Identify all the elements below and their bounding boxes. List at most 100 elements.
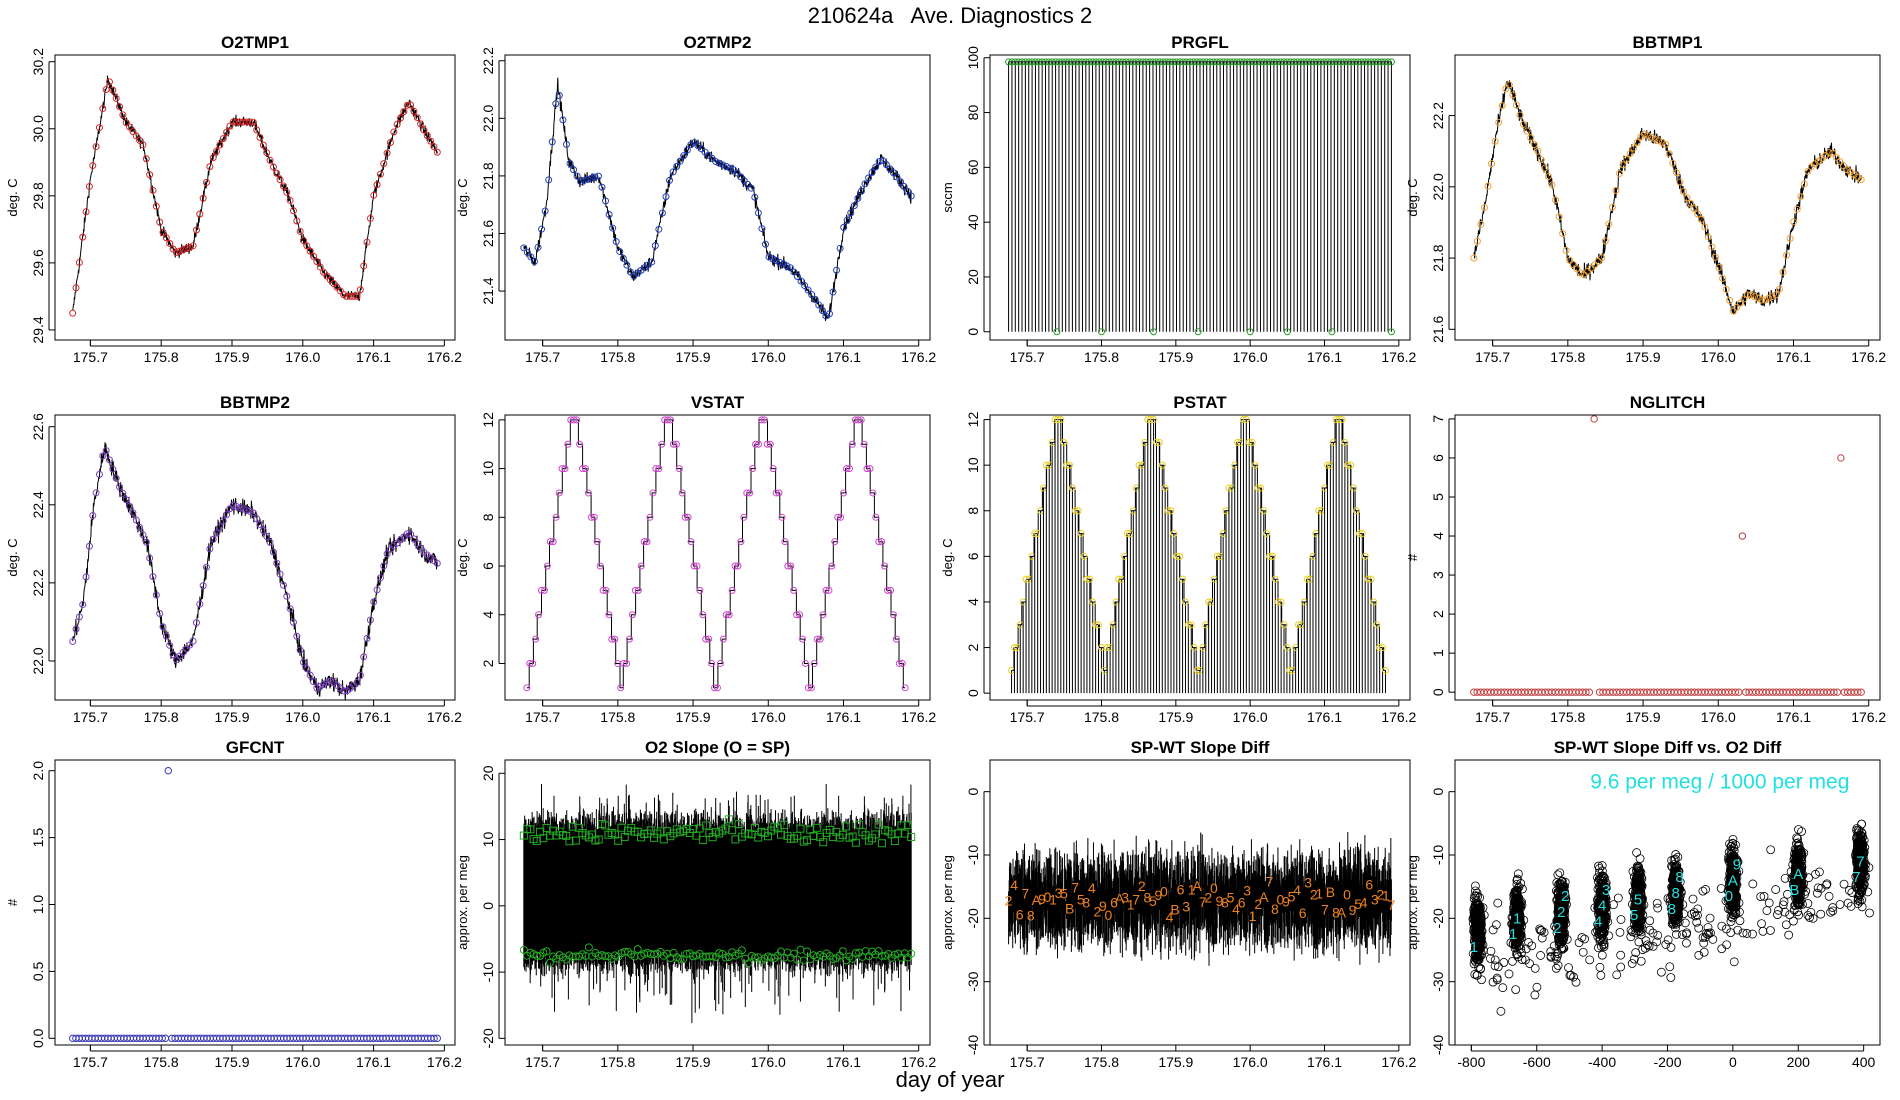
data-point [289, 207, 297, 215]
data-point [840, 223, 848, 231]
x-tick-label: 175.7 [1475, 349, 1510, 365]
data-point [784, 562, 792, 570]
data-point [343, 292, 351, 300]
data-point [236, 504, 244, 512]
data-point [1470, 891, 1480, 901]
data-point [1687, 199, 1695, 207]
data-point [744, 180, 752, 188]
data-point [256, 133, 264, 141]
square-point [526, 825, 535, 834]
data-point [206, 163, 214, 171]
x-tick-label: 175.8 [1084, 349, 1119, 365]
x-tick-label: 175.7 [73, 349, 108, 365]
x-tick-label: 175.9 [1626, 709, 1661, 725]
data-point [390, 128, 398, 136]
x-tick-label: 176.2 [1381, 709, 1416, 725]
data-point [1804, 167, 1812, 175]
data-point [1534, 147, 1542, 155]
point-label: B [1170, 901, 1179, 917]
data-point [897, 178, 905, 186]
point-label: 2 [1005, 892, 1013, 908]
x-tick-label: 175.8 [144, 1054, 179, 1070]
data-point [781, 538, 789, 546]
data-point [549, 538, 557, 546]
x-tick-label: 175.7 [525, 1054, 560, 1070]
data-point [837, 513, 845, 521]
data-point [1743, 291, 1751, 299]
x-tick-label: 175.8 [1550, 349, 1585, 365]
data-point [1352, 507, 1360, 515]
data-point [672, 440, 680, 448]
data-point [1523, 127, 1531, 135]
data-point [594, 172, 602, 180]
data-point [1471, 881, 1480, 891]
outlier-point [1738, 532, 1747, 540]
data-point [413, 114, 421, 122]
data-point [158, 1034, 166, 1043]
data-point [778, 513, 786, 521]
plot-frame [989, 54, 1411, 341]
y-tick-label: 0.0 [30, 1028, 46, 1048]
x-tick-label: 176.2 [1381, 349, 1416, 365]
data-point [532, 635, 540, 643]
point-label: 3 [1243, 882, 1251, 898]
data-point [1158, 461, 1166, 469]
data-point [420, 126, 428, 134]
point-label: 9 [1216, 893, 1224, 909]
data-point [1194, 328, 1202, 336]
x-tick-label: 176.0 [1701, 349, 1736, 365]
data-point [92, 143, 100, 151]
data-point [1387, 328, 1395, 336]
data-point [1381, 666, 1389, 674]
data-point [273, 559, 281, 567]
data-point [1328, 328, 1336, 336]
data-point [149, 573, 157, 581]
data-point [169, 651, 177, 659]
data-point [142, 538, 150, 546]
data-point [196, 600, 204, 608]
panel-bbtmp1: BBTMP1 deg. C 175.7 175.8 175.9 176.0 176.1 176… [1405, 33, 1886, 365]
data-point [667, 416, 675, 424]
data-point [649, 489, 657, 497]
y-tick-label: 0 [965, 788, 981, 796]
data-point [747, 184, 755, 192]
square-point [734, 820, 743, 829]
panel-nglitch: NGLITCH #175.7 175.8 175.9 176.0 176.1 176.2 0 1… [1405, 393, 1886, 725]
data-point [263, 532, 271, 540]
data-point [105, 78, 113, 86]
y-tick-label: 0 [480, 902, 496, 910]
data-point [82, 208, 90, 216]
y-tick-label: 8 [480, 513, 496, 521]
x-tick-label: 176.1 [356, 349, 391, 365]
data-point [743, 489, 751, 497]
data-point [619, 254, 627, 262]
circle-point [676, 955, 685, 964]
data-point [219, 135, 227, 143]
data-point [1469, 959, 1479, 969]
x-tick-label: 176.1 [1307, 1054, 1342, 1070]
data-point [566, 159, 574, 167]
data-point [591, 173, 599, 181]
panel-title-bbtmp1: BBTMP1 [1633, 33, 1703, 52]
data-point [779, 260, 787, 268]
data-point [189, 242, 197, 250]
data-point [320, 681, 328, 689]
data-point [728, 586, 736, 594]
data-point [1150, 328, 1158, 336]
outlier-point [164, 767, 172, 775]
data-point [790, 586, 798, 594]
point-label: 4 [1360, 894, 1368, 910]
data-point [1658, 138, 1666, 146]
y-tick-label: 7 [1430, 415, 1446, 423]
data-point [417, 544, 425, 552]
data-point [1644, 132, 1652, 140]
data-point [722, 162, 730, 170]
point-label: 7 [1265, 874, 1273, 890]
x-tick-label: 176.0 [285, 709, 320, 725]
data-point [716, 659, 724, 667]
circle-point [620, 947, 629, 956]
data-point [631, 586, 639, 594]
y-tick-label: 30.0 [30, 115, 46, 142]
data-point [719, 635, 727, 643]
